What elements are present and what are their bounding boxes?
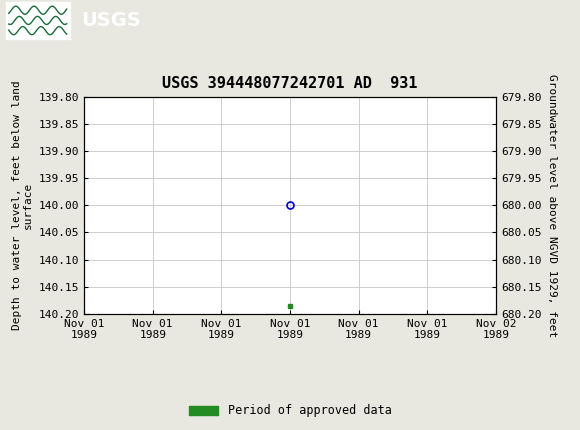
Y-axis label: Depth to water level, feet below land
surface: Depth to water level, feet below land su… — [12, 80, 33, 330]
Text: USGS: USGS — [81, 11, 141, 30]
Y-axis label: Groundwater level above NGVD 1929, feet: Groundwater level above NGVD 1929, feet — [547, 74, 557, 337]
Legend: Period of approved data: Period of approved data — [184, 399, 396, 422]
Bar — [6, 2, 70, 39]
Title: USGS 394448077242701 AD  931: USGS 394448077242701 AD 931 — [162, 77, 418, 92]
